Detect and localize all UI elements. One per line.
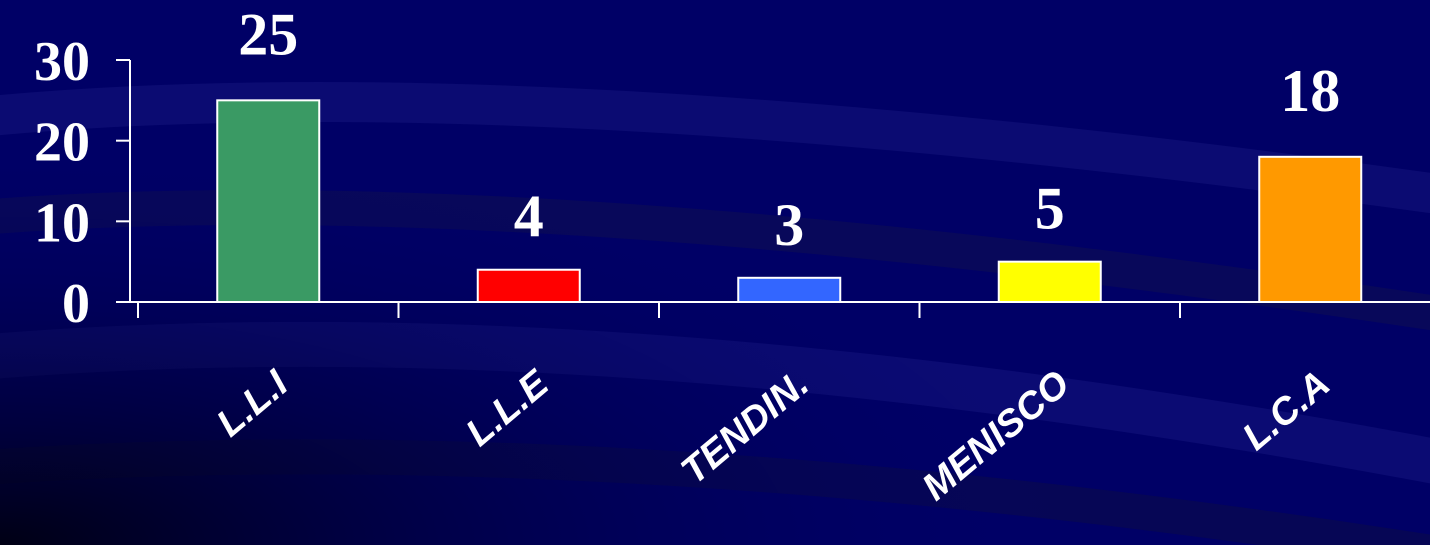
bar-lca xyxy=(1258,155,1363,303)
category-labels: L.L.I L.L.E TENDIN. MENISCO L.C.A xyxy=(209,362,1338,509)
bar-menisco xyxy=(997,260,1102,303)
bar-tendin xyxy=(737,276,842,303)
y-tick-label: 30 xyxy=(34,31,90,93)
data-label: 4 xyxy=(514,184,544,250)
y-axis: 0 10 20 30 xyxy=(34,31,131,335)
bar-lli xyxy=(216,99,321,304)
y-tick-label: 10 xyxy=(34,192,90,254)
y-tick-label: 20 xyxy=(34,112,90,174)
bar-lle xyxy=(476,268,581,304)
data-label: 3 xyxy=(774,192,804,258)
category-label: MENISCO xyxy=(915,363,1078,509)
bars xyxy=(216,99,1363,304)
data-labels: 25 4 3 5 18 xyxy=(238,1,1340,257)
category-label: L.L.I xyxy=(209,362,297,445)
y-tick-label: 0 xyxy=(62,273,90,335)
data-label: 18 xyxy=(1280,58,1340,124)
category-label: TENDIN. xyxy=(674,363,817,493)
data-label: 25 xyxy=(238,1,298,67)
x-axis xyxy=(130,301,1430,318)
category-label: L.C.A xyxy=(1235,363,1338,459)
data-label: 5 xyxy=(1035,176,1065,242)
category-label: L.L.E xyxy=(458,362,557,455)
